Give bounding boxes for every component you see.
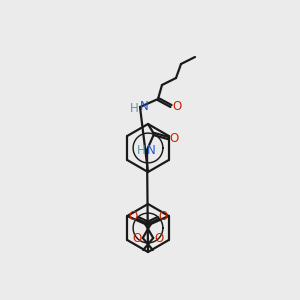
Text: O: O	[154, 232, 164, 244]
Text: O: O	[128, 209, 137, 223]
Text: O: O	[172, 100, 182, 113]
Text: O: O	[132, 232, 141, 244]
Text: N: N	[140, 100, 148, 112]
Text: H: H	[130, 101, 138, 115]
Text: O: O	[169, 131, 178, 145]
Text: N: N	[147, 145, 155, 158]
Text: H: H	[136, 143, 146, 157]
Text: O: O	[159, 209, 168, 223]
